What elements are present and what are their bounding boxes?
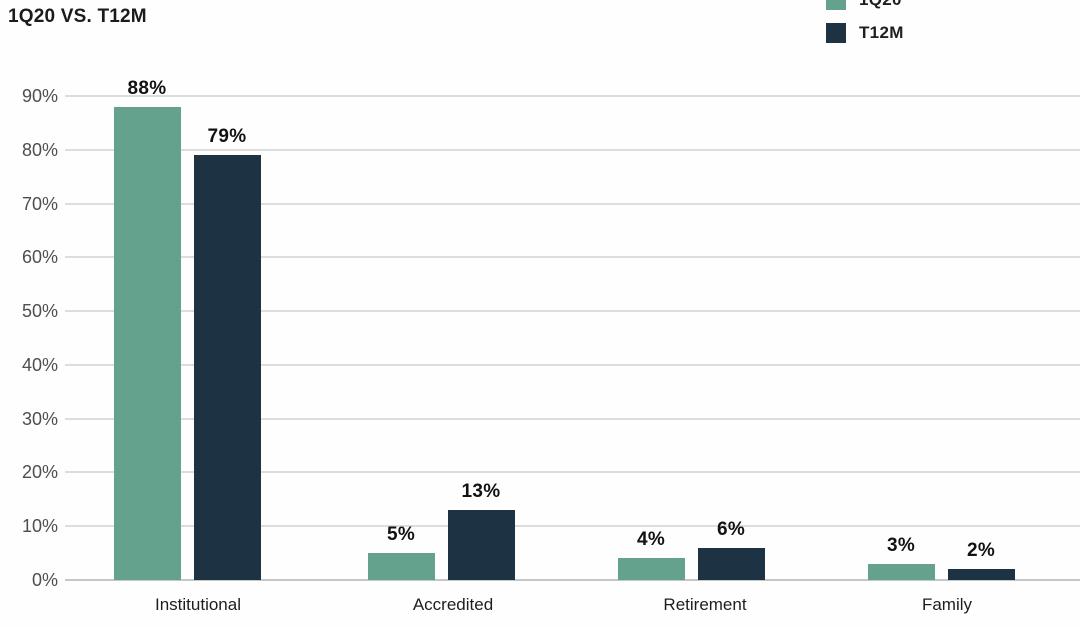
gridline-50% bbox=[65, 310, 1080, 313]
y-axis-tick-20%: 20% bbox=[21, 462, 58, 483]
legend-swatch-icon bbox=[826, 0, 846, 10]
bar-1q20-family bbox=[867, 564, 935, 580]
value-label-t12m-institutional: 79% bbox=[207, 126, 247, 147]
legend-item-t12m: T12M bbox=[826, 23, 904, 43]
x-axis-label-retirement: Retirement bbox=[663, 595, 747, 614]
chart-header: FIGURE 4: GRAYSCALE INVESTOR PROFILE BY … bbox=[8, 0, 554, 28]
bar-t12m-retirement bbox=[697, 548, 765, 580]
value-label-1q20-accredited: 5% bbox=[386, 524, 416, 545]
y-axis-tick-40%: 40% bbox=[21, 354, 58, 375]
x-axis-label-family: Family bbox=[921, 595, 973, 614]
x-axis-label-accredited: Accredited bbox=[412, 595, 494, 614]
gridline-10% bbox=[65, 525, 1080, 528]
chart-legend: 1Q20 T12M bbox=[826, 0, 904, 56]
y-axis-tick-70%: 70% bbox=[21, 193, 58, 214]
legend-swatch-icon bbox=[826, 23, 846, 43]
bar-1q20-retirement bbox=[617, 558, 685, 580]
bar-1q20-accredited bbox=[367, 553, 435, 580]
y-axis-tick-80%: 80% bbox=[21, 139, 58, 160]
legend-label: T12M bbox=[859, 23, 904, 42]
legend-label: 1Q20 bbox=[859, 0, 902, 10]
y-axis-tick-90%: 90% bbox=[21, 86, 58, 106]
chart-title: FIGURE 4: GRAYSCALE INVESTOR PROFILE BY … bbox=[8, 0, 554, 6]
value-label-1q20-institutional: 88% bbox=[127, 78, 167, 99]
y-axis-tick-30%: 30% bbox=[21, 408, 58, 429]
value-label-t12m-retirement: 6% bbox=[716, 519, 746, 540]
gridline-60% bbox=[65, 256, 1080, 259]
y-axis-tick-50%: 50% bbox=[21, 301, 58, 322]
y-axis-tick-0%: 0% bbox=[31, 570, 58, 590]
gridline-0% bbox=[65, 579, 1080, 581]
bar-t12m-family bbox=[947, 569, 1015, 580]
gridline-30% bbox=[65, 417, 1080, 420]
chart-subtitle: 1Q20 VS. T12M bbox=[8, 6, 147, 27]
gridline-90% bbox=[65, 95, 1080, 97]
y-axis-tick-10%: 10% bbox=[21, 516, 58, 537]
value-label-1q20-family: 3% bbox=[886, 535, 916, 556]
bar-1q20-institutional bbox=[113, 107, 181, 580]
bar-t12m-accredited bbox=[447, 510, 515, 580]
legend-item-1q20: 1Q20 bbox=[826, 0, 904, 10]
y-axis-tick-60%: 60% bbox=[21, 247, 58, 268]
bar-t12m-institutional bbox=[193, 155, 261, 580]
gridline-20% bbox=[65, 471, 1080, 474]
value-label-1q20-retirement: 4% bbox=[636, 529, 666, 550]
gridline-70% bbox=[65, 202, 1080, 205]
gridline-40% bbox=[65, 363, 1080, 366]
gridline-80% bbox=[65, 148, 1080, 151]
value-label-t12m-accredited: 13% bbox=[461, 481, 501, 502]
x-axis-label-institutional: Institutional bbox=[155, 595, 241, 614]
value-label-t12m-family: 2% bbox=[966, 540, 996, 561]
